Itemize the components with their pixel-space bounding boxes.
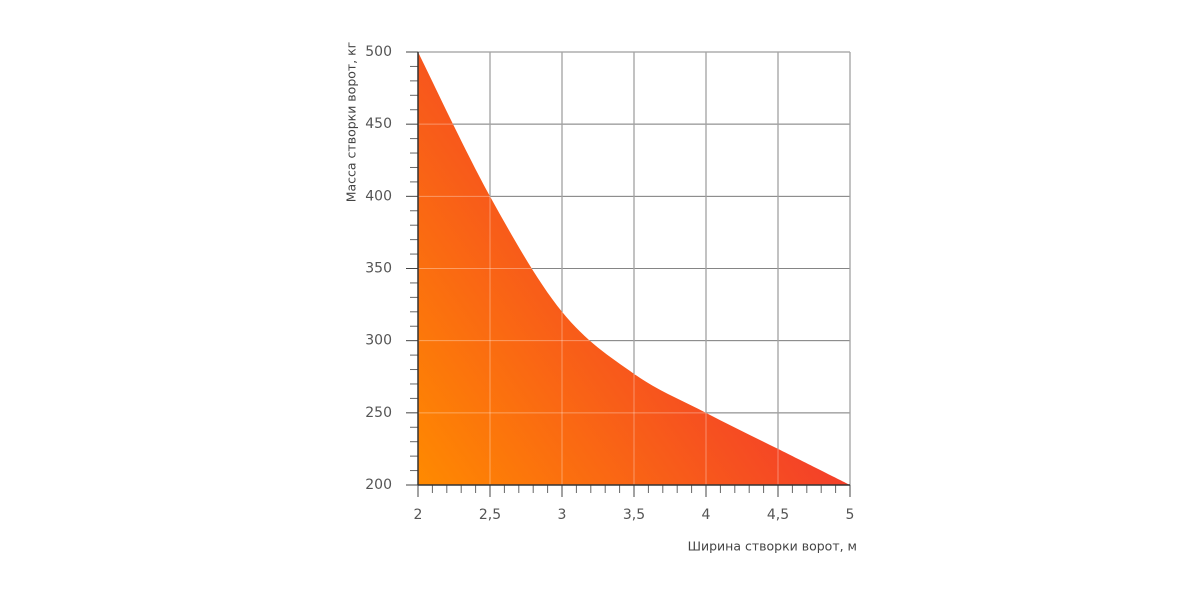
- x-tick-label: 2,5: [479, 507, 501, 523]
- y-tick-label: 250: [365, 405, 392, 421]
- y-tick-label: 450: [365, 116, 392, 132]
- y-tick-label: 500: [365, 44, 392, 60]
- x-tick-label: 5: [846, 507, 855, 523]
- y-tick-label: 200: [365, 477, 392, 493]
- y-tick-label: 300: [365, 333, 392, 349]
- x-tick-label: 2: [414, 507, 423, 523]
- y-axis-label: Масса створки ворот, кг: [344, 42, 359, 203]
- x-axis-label: Ширина створки ворот, м: [688, 539, 857, 554]
- x-tick-label: 4: [702, 507, 711, 523]
- area: [418, 52, 850, 485]
- y-tick-label: 350: [365, 261, 392, 277]
- x-tick-label: 4,5: [767, 507, 789, 523]
- x-tick-label: 3,5: [623, 507, 645, 523]
- y-tick-label: 400: [365, 188, 392, 204]
- x-tick-label: 3: [558, 507, 567, 523]
